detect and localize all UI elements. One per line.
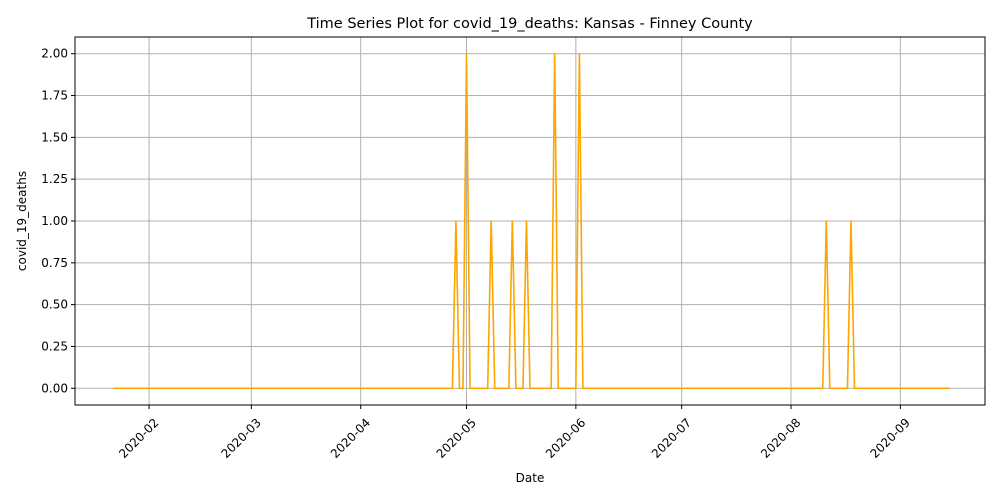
x-tick-label: 2020-05 bbox=[434, 416, 479, 461]
y-tick-label: 1.50 bbox=[41, 130, 68, 144]
x-axis-label: Date bbox=[516, 471, 545, 485]
y-tick-label: 0.75 bbox=[41, 256, 68, 270]
x-tick-label: 2020-07 bbox=[649, 416, 694, 461]
x-tick-label: 2020-03 bbox=[218, 416, 263, 461]
y-tick-label: 2.00 bbox=[41, 47, 68, 61]
chart-title: Time Series Plot for covid_19_deaths: Ka… bbox=[306, 16, 753, 32]
series-line bbox=[113, 52, 950, 390]
y-axis-label: covid_19_deaths bbox=[15, 171, 29, 271]
tick-layer: 2020-02 2020-03 2020-04 2020-05 2020-06 2020-… bbox=[41, 47, 913, 461]
x-tick-label: 2020-09 bbox=[867, 416, 912, 461]
y-tick-label: 0.25 bbox=[41, 339, 68, 353]
grid-layer bbox=[75, 37, 985, 405]
x-tick-label: 2020-04 bbox=[328, 416, 373, 461]
series-layer bbox=[113, 52, 950, 390]
y-tick-label: 0.50 bbox=[41, 298, 68, 312]
x-tick-label: 2020-06 bbox=[543, 416, 588, 461]
y-tick-label: 1.75 bbox=[41, 89, 68, 103]
x-tick-label: 2020-02 bbox=[116, 416, 161, 461]
y-tick-label: 1.00 bbox=[41, 214, 68, 228]
y-tick-label: 1.25 bbox=[41, 172, 68, 186]
x-tick-label: 2020-08 bbox=[758, 416, 803, 461]
y-tick-label: 0.00 bbox=[41, 381, 68, 395]
